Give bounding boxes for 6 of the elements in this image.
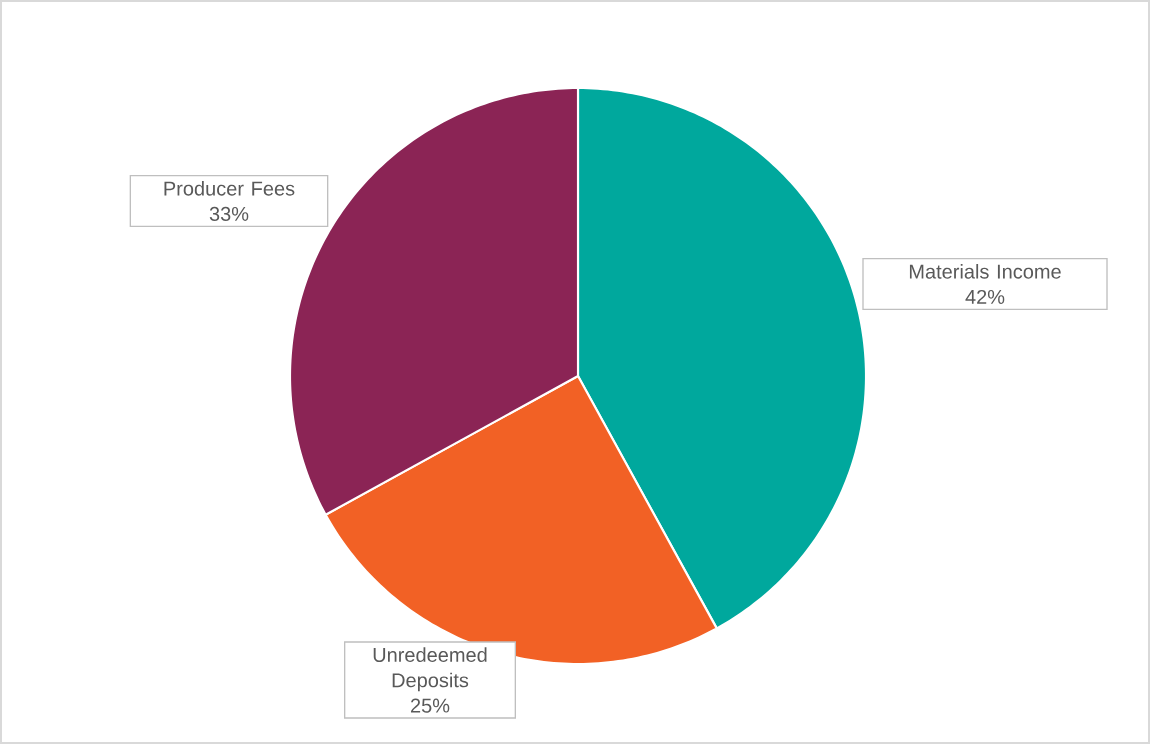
data-label: 33% [209,206,249,221]
data-label: 42% [965,289,1005,304]
slice-label: Unredeemed Deposits [373,647,487,692]
slice-label: Materials Income [909,264,1061,279]
data-label: 25% [410,698,450,713]
slice-label: Producer Fees [164,180,295,196]
